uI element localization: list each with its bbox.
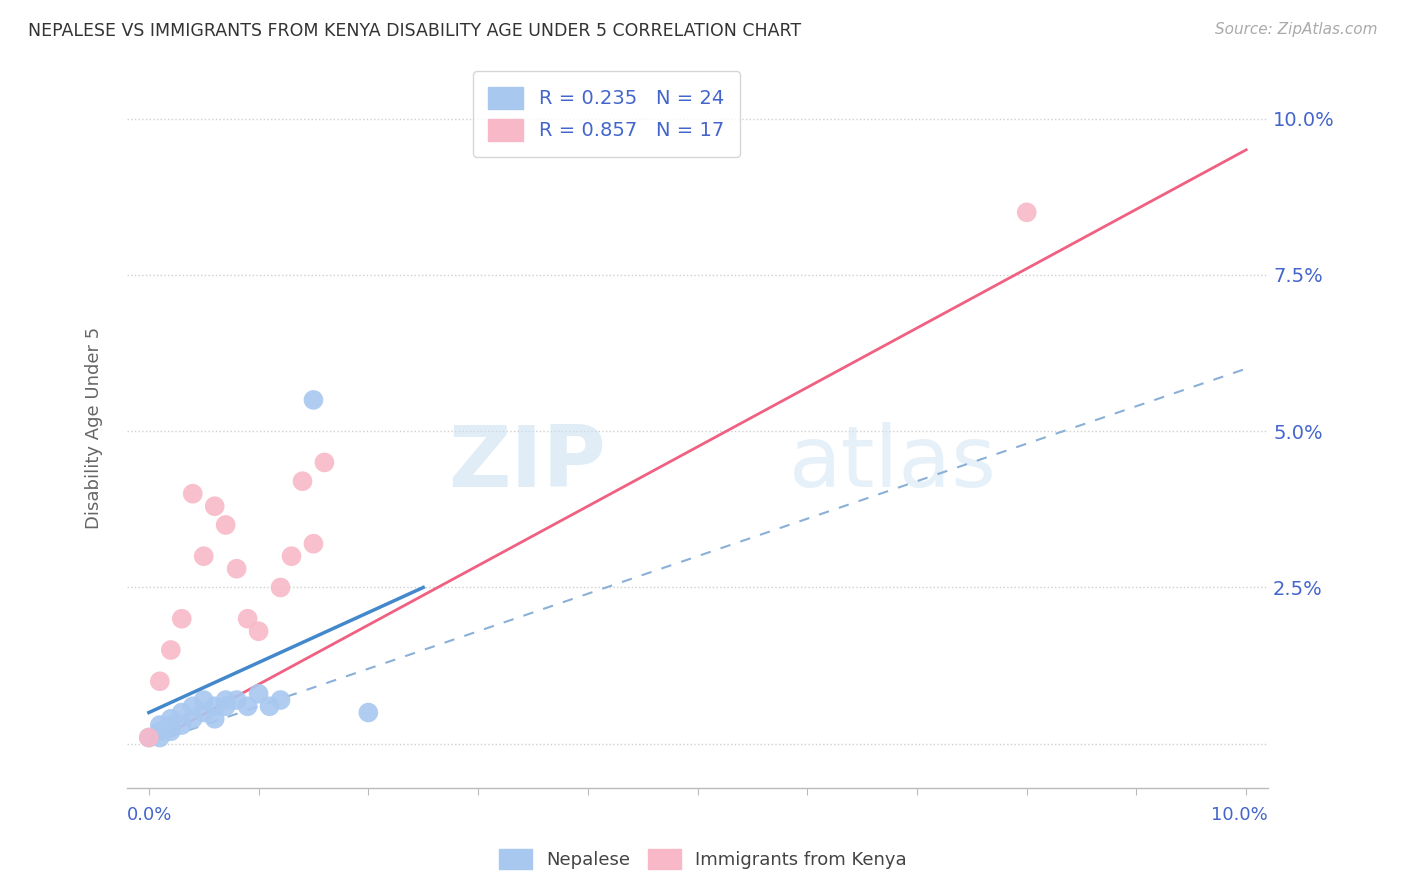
- Point: [215, 699, 238, 714]
- Point: [138, 731, 160, 745]
- Point: [159, 724, 181, 739]
- Point: [225, 562, 247, 576]
- Text: Source: ZipAtlas.com: Source: ZipAtlas.com: [1215, 22, 1378, 37]
- Point: [138, 731, 160, 745]
- Point: [170, 718, 193, 732]
- Point: [181, 699, 204, 714]
- Point: [170, 612, 193, 626]
- Point: [236, 612, 259, 626]
- Text: atlas: atlas: [789, 423, 997, 506]
- Point: [236, 699, 259, 714]
- Point: [270, 693, 292, 707]
- Text: 10.0%: 10.0%: [1212, 806, 1268, 824]
- Point: [225, 693, 247, 707]
- Text: NEPALESE VS IMMIGRANTS FROM KENYA DISABILITY AGE UNDER 5 CORRELATION CHART: NEPALESE VS IMMIGRANTS FROM KENYA DISABI…: [28, 22, 801, 40]
- Legend: Nepalese, Immigrants from Kenya: Nepalese, Immigrants from Kenya: [491, 839, 915, 879]
- Point: [149, 731, 172, 745]
- Point: [193, 693, 215, 707]
- Point: [259, 699, 281, 714]
- Point: [181, 712, 204, 726]
- Point: [159, 718, 181, 732]
- Text: ZIP: ZIP: [449, 423, 606, 506]
- Point: [159, 712, 181, 726]
- Point: [247, 687, 270, 701]
- Point: [357, 706, 380, 720]
- Point: [170, 706, 193, 720]
- Point: [193, 549, 215, 564]
- Point: [215, 518, 238, 533]
- Text: 0.0%: 0.0%: [127, 806, 173, 824]
- Point: [204, 699, 226, 714]
- Point: [302, 537, 325, 551]
- Point: [181, 486, 204, 500]
- Point: [193, 706, 215, 720]
- Point: [1015, 205, 1038, 219]
- Point: [280, 549, 302, 564]
- Point: [291, 474, 314, 488]
- Point: [314, 455, 336, 469]
- Point: [159, 643, 181, 657]
- Point: [204, 499, 226, 513]
- Point: [149, 674, 172, 689]
- Point: [149, 718, 172, 732]
- Point: [215, 693, 238, 707]
- Point: [204, 712, 226, 726]
- Legend: R = 0.235   N = 24, R = 0.857   N = 17: R = 0.235 N = 24, R = 0.857 N = 17: [472, 71, 740, 157]
- Point: [302, 392, 325, 407]
- Point: [247, 624, 270, 639]
- Point: [149, 724, 172, 739]
- Y-axis label: Disability Age Under 5: Disability Age Under 5: [86, 326, 103, 529]
- Point: [270, 581, 292, 595]
